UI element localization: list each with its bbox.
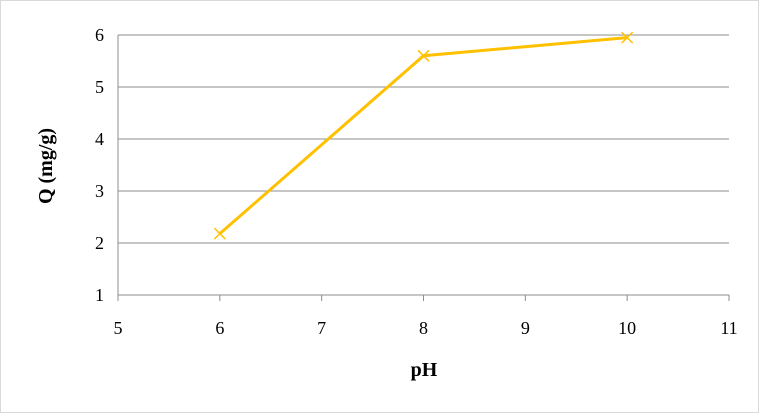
y-tick-label: 6	[95, 25, 104, 45]
marker-stroke	[417, 49, 430, 62]
x-tick-label: 8	[419, 318, 428, 338]
y-tick-label: 4	[95, 129, 104, 149]
data-series	[213, 31, 634, 240]
y-tick-label: 1	[95, 285, 104, 305]
axes	[117, 35, 730, 301]
x-axis-label: pH	[411, 359, 438, 381]
y-axis-label: Q (mg/g)	[35, 128, 57, 204]
x-tick-labels: 5 6 7 8 9 10 11	[114, 318, 738, 338]
y-tick-label: 2	[95, 233, 104, 253]
series-line	[218, 36, 628, 235]
data-point-marker	[213, 227, 226, 240]
y-tick-label: 3	[95, 181, 104, 201]
x-tick-label: 10	[618, 318, 636, 338]
x-tick-label: 11	[720, 318, 737, 338]
x-tick-label: 9	[521, 318, 530, 338]
marker-stroke	[213, 227, 226, 240]
marker-stroke	[621, 31, 634, 44]
y-tick-label: 5	[95, 77, 104, 97]
y-tick-labels: 1 2 3 4 5 6	[95, 25, 104, 305]
x-tick-label: 5	[114, 318, 123, 338]
x-tick-label: 7	[317, 318, 326, 338]
data-point-marker	[621, 31, 634, 44]
gridlines	[118, 34, 729, 244]
x-tick-label: 6	[215, 318, 224, 338]
data-point-marker	[417, 49, 430, 62]
